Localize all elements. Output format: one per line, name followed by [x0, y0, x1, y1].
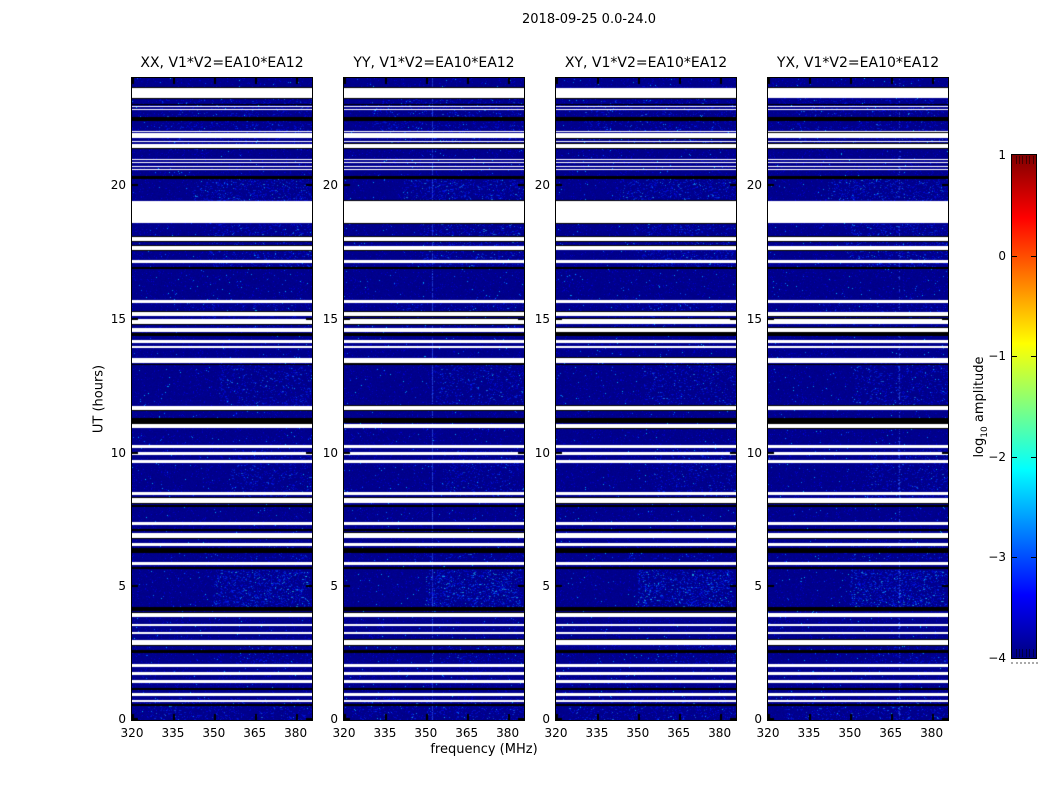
colorbar-end-hatch: [1018, 649, 1020, 657]
colorbar-tick-mark: [1031, 557, 1036, 559]
heatmap-panel-xx: XX, V1*V2=EA10*EA12 0 5 10 15 20 320 335 350 365…: [111, 55, 313, 740]
y-tick-label: 0: [118, 712, 126, 726]
figure-title: 2018-09-25 0.0-24.0: [522, 12, 656, 27]
heatmap-panel-yx: YX, V1*V2=EA10*EA12 0 5 10 15 20 320 335 350 365…: [747, 55, 949, 740]
x-tick-label: 350: [626, 726, 650, 740]
y-tick-label: 20: [322, 178, 338, 192]
x-tick-label: 320: [756, 726, 780, 740]
x-tick-label: 350: [202, 726, 226, 740]
x-tick-label: 320: [120, 726, 144, 740]
x-tick-label: 350: [838, 726, 862, 740]
colorbar-tick-label: −2: [988, 449, 1006, 464]
colorbar-tick-mark: [1012, 356, 1017, 358]
y-tick-label: 15: [534, 311, 550, 326]
heatmap-canvas-xy: [555, 77, 737, 721]
colorbar-tick-label: −4: [988, 651, 1006, 665]
colorbar-tick-mark: [1012, 557, 1017, 559]
colorbar-end-hatch: [1029, 156, 1031, 164]
colorbar-tick-mark: [1031, 356, 1036, 358]
colorbar-label: log10 amplitude: [972, 356, 990, 457]
colorbar-label-subscript: 10: [979, 426, 990, 438]
colorbar-end-hatch: [1015, 156, 1017, 164]
y-tick-label: 10: [110, 445, 126, 460]
heatmap-canvas-xx: [131, 77, 313, 721]
colorbar-tick-mark: [1012, 456, 1017, 458]
colorbar-underflow-dots: [1011, 662, 1038, 664]
y-tick-label: 10: [746, 445, 762, 460]
x-tick-label: 350: [414, 726, 438, 740]
colorbar-gradient: [1011, 154, 1037, 659]
y-axis-label: UT (hours): [91, 364, 107, 434]
x-tick-label: 365: [455, 726, 479, 740]
y-tick-label: 0: [542, 712, 550, 726]
y-tick-label: 0: [330, 712, 338, 726]
panel-title-yx: YX, V1*V2=EA10*EA12: [776, 55, 940, 71]
heatmap-canvas-yy: [343, 77, 525, 721]
x-tick-label: 320: [332, 726, 356, 740]
x-tick-label: 380: [496, 726, 520, 740]
x-tick-label: 335: [585, 726, 609, 740]
x-tick-label: 365: [667, 726, 691, 740]
x-tick-label: 335: [373, 726, 397, 740]
heatmap-panel-xy: XY, V1*V2=EA10*EA12 0 5 10 15 20 320 335 350 365…: [535, 55, 737, 740]
colorbar-tick-label: 1: [998, 148, 1006, 162]
x-tick-label: 335: [797, 726, 821, 740]
y-tick-label: 5: [330, 579, 338, 594]
colorbar-label-suffix: amplitude: [972, 356, 988, 427]
colorbar-end-hatch: [1022, 156, 1024, 164]
colorbar-tick-label: −1: [988, 349, 1006, 364]
y-tick-label: 15: [746, 311, 762, 326]
x-axis-label: frequency (MHz): [430, 742, 538, 757]
y-tick-label: 15: [322, 311, 338, 326]
x-tick-label: 365: [243, 726, 267, 740]
colorbar-end-hatch: [1032, 156, 1034, 164]
panel-title-xx: XX, V1*V2=EA10*EA12: [140, 55, 304, 71]
colorbar-end-hatch: [1015, 649, 1017, 657]
colorbar-end-hatch: [1018, 156, 1020, 164]
heatmap-panel-yy: YY, V1*V2=EA10*EA12 0 5 10 15 20 320 335 350 365…: [323, 55, 525, 740]
colorbar-tick-label: 0: [998, 248, 1006, 263]
panel-title-xy: XY, V1*V2=EA10*EA12: [564, 55, 728, 71]
y-tick-label: 15: [110, 311, 126, 326]
y-tick-label: 0: [754, 712, 762, 726]
x-tick-label: 380: [284, 726, 308, 740]
y-tick-label: 10: [534, 445, 550, 460]
y-tick-label: 5: [542, 579, 550, 594]
colorbar-end-hatch: [1022, 649, 1024, 657]
heatmap-canvas-yx: [767, 77, 949, 721]
y-tick-label: 10: [322, 445, 338, 460]
colorbar: 1 0 −1 −2 −3 −4: [988, 148, 1037, 665]
panel-title-yy: YY, V1*V2=EA10*EA12: [353, 55, 515, 71]
colorbar-tick-mark: [1031, 255, 1036, 257]
y-tick-label: 20: [534, 178, 550, 192]
colorbar-end-hatch: [1032, 649, 1034, 657]
y-tick-label: 20: [746, 178, 762, 192]
colorbar-label-prefix: log: [972, 437, 988, 458]
x-tick-label: 380: [920, 726, 944, 740]
colorbar-end-hatch: [1029, 649, 1031, 657]
colorbar-tick-label: −3: [988, 550, 1006, 565]
y-tick-label: 5: [754, 579, 762, 594]
y-tick-label: 20: [110, 178, 126, 192]
colorbar-end-hatch: [1025, 649, 1027, 657]
colorbar-tick-mark: [1031, 456, 1036, 458]
colorbar-tick-mark: [1012, 255, 1017, 257]
x-tick-label: 320: [544, 726, 568, 740]
x-tick-label: 380: [708, 726, 732, 740]
x-tick-label: 365: [879, 726, 903, 740]
x-tick-label: 335: [161, 726, 185, 740]
y-tick-label: 5: [118, 579, 126, 594]
colorbar-end-hatch: [1025, 156, 1027, 164]
